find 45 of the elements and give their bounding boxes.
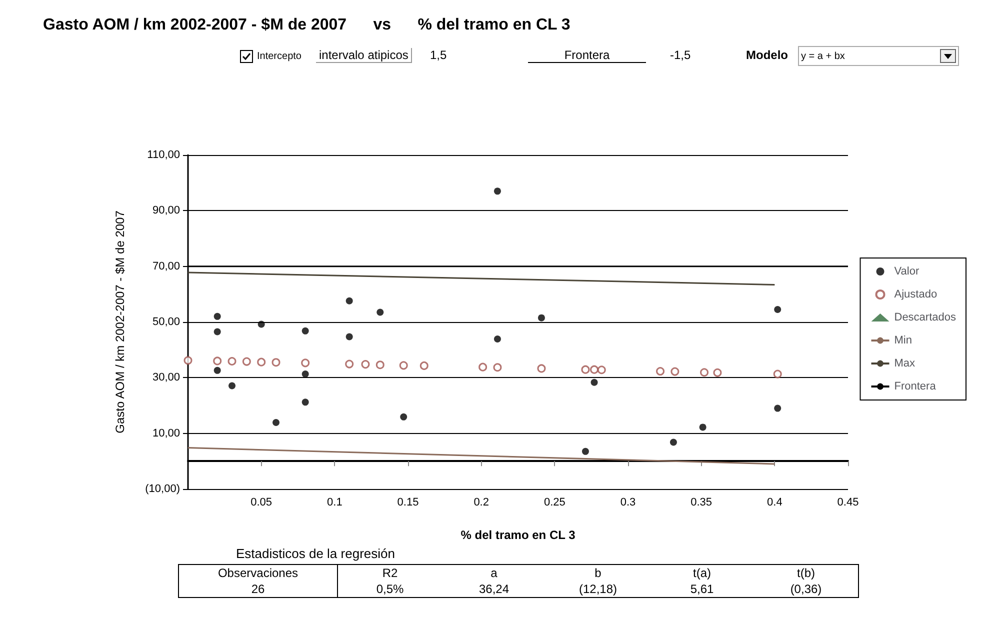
text: 0,5%: [375, 581, 405, 598]
legend-label: Frontera: [894, 380, 937, 392]
x-tick-label: 0.25: [544, 496, 566, 508]
x-tick-label: 0.05: [250, 496, 272, 508]
x-tick-label: 0.4: [767, 496, 782, 508]
legend-label: Valor: [894, 266, 920, 278]
text: intervalo atipicos: [316, 48, 412, 63]
legend-label: Ajustado: [894, 288, 938, 300]
text: a: [490, 565, 498, 581]
text: 1,5: [430, 48, 447, 62]
text: Frontera: [528, 48, 646, 63]
x-tick-label: 0.1: [327, 496, 342, 508]
text: R2: [381, 565, 399, 581]
text: Intercepto: [257, 51, 302, 62]
x-tick-label: 0.2: [474, 496, 489, 508]
x-tick-label: 0.15: [397, 496, 419, 508]
x-tick-label: 0.35: [690, 496, 712, 508]
text: -1,5: [670, 48, 691, 62]
text: t(a): [692, 565, 712, 581]
x-tick-label: 0.45: [837, 496, 859, 508]
legend-label: Descartados: [894, 312, 956, 324]
text: (0,36): [789, 581, 823, 598]
text: b: [594, 565, 602, 581]
y-tick-label: 10,00: [152, 427, 180, 440]
y-tick-label: 50,00: [152, 316, 180, 328]
text: 36,24: [478, 581, 510, 598]
text: Modelo: [746, 48, 788, 62]
text: Estadisticos de la regresión: [236, 546, 395, 561]
legend-label: Min: [894, 334, 912, 346]
text: y = a + bx: [801, 50, 845, 62]
x-tick-label: 0.3: [620, 496, 636, 508]
text: 5,61: [689, 581, 715, 598]
text: t(b): [796, 565, 816, 581]
x-axis-title: % del tramo en CL 3: [460, 528, 576, 542]
text: 26: [178, 581, 338, 598]
y-tick-label: 110,00: [147, 149, 180, 161]
chart-title: Gasto AOM / km 2002-2007 - $M de 2007 vs % del tramo en CL 3: [43, 16, 570, 34]
text: Observaciones: [178, 564, 338, 581]
y-tick-label: (10,00): [145, 483, 180, 495]
y-tick-label: 70,00: [152, 260, 180, 272]
legend-label: Max: [894, 358, 916, 370]
y-tick-label: 90,00: [152, 204, 180, 217]
y-axis-title: Gasto AOM / km 2002-2007 - $M de 2007: [113, 210, 127, 434]
text: (12,18): [578, 581, 618, 598]
y-tick-label: 30,00: [152, 372, 180, 384]
